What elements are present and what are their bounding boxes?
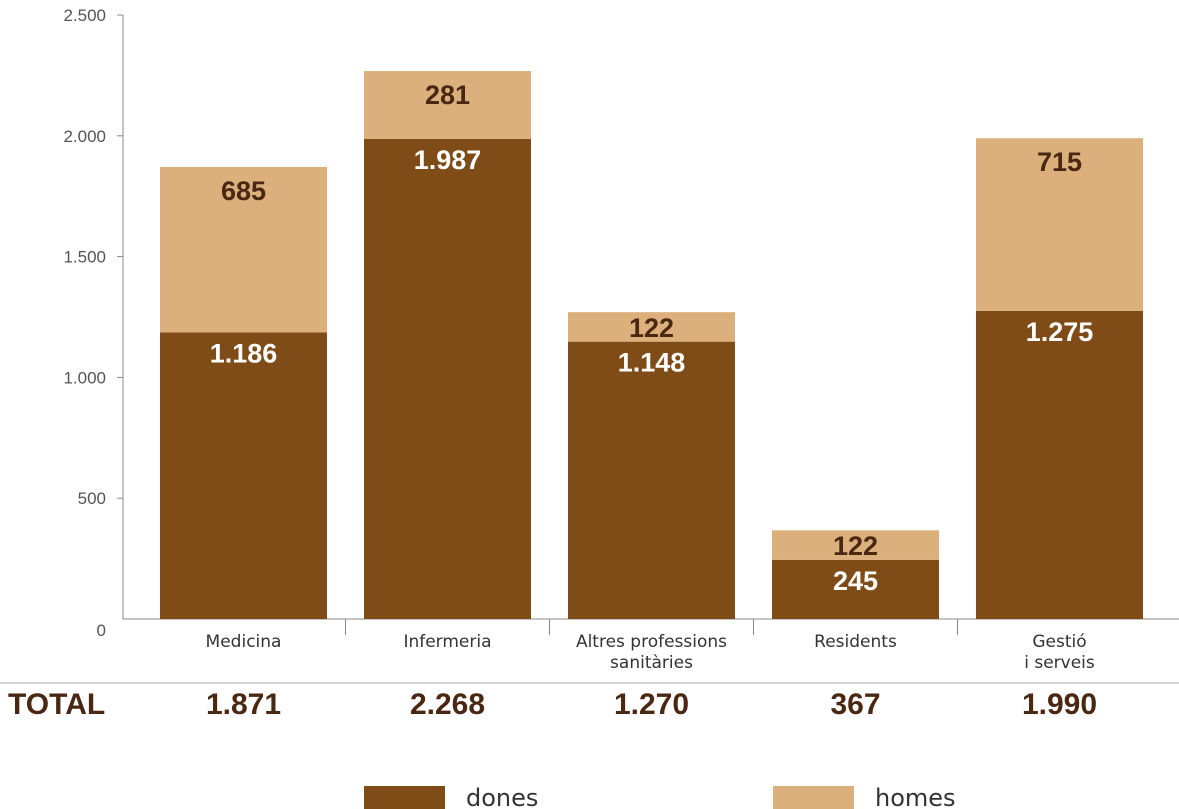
bar-label-dones: 1.148 — [618, 348, 686, 378]
bar-label-homes: 715 — [1037, 147, 1082, 177]
total-value: 367 — [830, 688, 880, 721]
legend-label-homes: homes — [875, 784, 956, 809]
bar-label-dones: 245 — [833, 566, 878, 596]
bar-label-homes: 122 — [629, 313, 674, 343]
y-tick-label: 500 — [78, 489, 106, 508]
legend-swatch-dones — [364, 786, 445, 809]
y-tick-label: 0 — [97, 621, 106, 640]
total-value: 1.270 — [614, 688, 689, 721]
x-tick-label: Medicina — [206, 632, 282, 652]
bar-dones — [976, 310, 1143, 619]
x-tick-label: Infermeria — [403, 632, 491, 652]
x-tick-label: sanitàries — [610, 653, 693, 673]
y-tick-label: 1.000 — [63, 368, 106, 387]
bar-dones — [772, 559, 939, 619]
bar-dones — [160, 332, 327, 619]
y-tick-label: 2.500 — [63, 6, 106, 25]
bar-label-homes: 122 — [833, 531, 878, 561]
bar-label-homes: 281 — [425, 80, 470, 110]
bar-dones — [568, 341, 735, 619]
total-value: 2.268 — [410, 688, 485, 721]
y-tick-label: 2.000 — [63, 127, 106, 146]
x-tick-label: Residents — [814, 632, 897, 652]
x-tick-label: Gestió — [1032, 632, 1086, 652]
y-tick-label: 1.500 — [63, 248, 106, 267]
bar-label-dones: 1.186 — [210, 338, 278, 368]
totals-label: TOTAL — [8, 688, 105, 721]
bar-homes — [568, 312, 735, 342]
bar-homes — [364, 71, 531, 139]
bar-homes — [160, 166, 327, 333]
x-tick-label: Altres professions — [576, 632, 727, 652]
bar-dones — [364, 138, 531, 619]
bar-label-homes: 685 — [221, 176, 266, 206]
bar-homes — [976, 138, 1143, 311]
bar-label-dones: 1.275 — [1026, 317, 1094, 347]
bar-homes — [772, 530, 939, 560]
legend-swatch-homes — [773, 786, 854, 809]
bar-label-dones: 1.987 — [414, 145, 482, 175]
legend-label-dones: dones — [466, 784, 538, 809]
x-tick-label: i serveis — [1024, 653, 1095, 673]
total-value: 1.871 — [206, 688, 281, 721]
total-value: 1.990 — [1022, 688, 1097, 721]
